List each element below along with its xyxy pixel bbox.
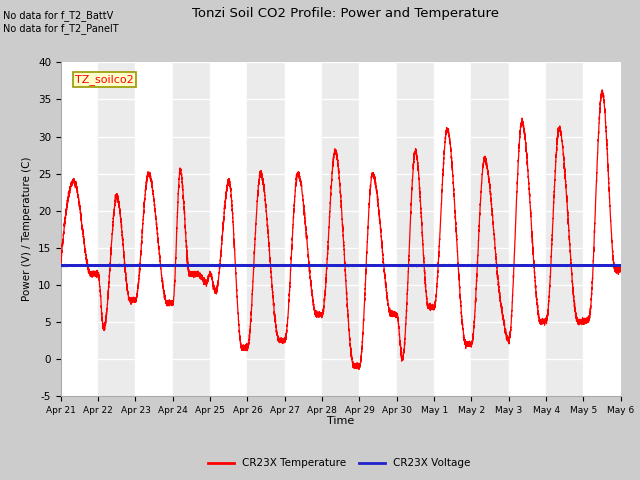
Bar (136, 62, 173, 396)
X-axis label: Time: Time (327, 416, 355, 426)
Text: TZ_soilco2: TZ_soilco2 (75, 74, 134, 85)
Legend: CR23X Temperature, CR23X Voltage: CR23X Temperature, CR23X Voltage (204, 454, 475, 472)
Bar (434, 62, 472, 396)
Bar (285, 62, 322, 396)
Bar (173, 62, 210, 396)
Bar (584, 62, 621, 396)
Bar (472, 62, 509, 396)
Bar (509, 62, 546, 396)
Bar (61, 62, 98, 396)
Y-axis label: Power (V) / Temperature (C): Power (V) / Temperature (C) (22, 157, 32, 301)
Text: No data for f_T2_BattV: No data for f_T2_BattV (3, 11, 113, 22)
Bar (248, 62, 285, 396)
Bar (322, 62, 360, 396)
Bar (360, 62, 397, 396)
Bar (546, 62, 584, 396)
Text: No data for f_T2_PanelT: No data for f_T2_PanelT (3, 23, 119, 34)
Bar (397, 62, 434, 396)
Bar (98, 62, 136, 396)
Bar (210, 62, 248, 396)
Text: Tonzi Soil CO2 Profile: Power and Temperature: Tonzi Soil CO2 Profile: Power and Temper… (192, 7, 499, 20)
